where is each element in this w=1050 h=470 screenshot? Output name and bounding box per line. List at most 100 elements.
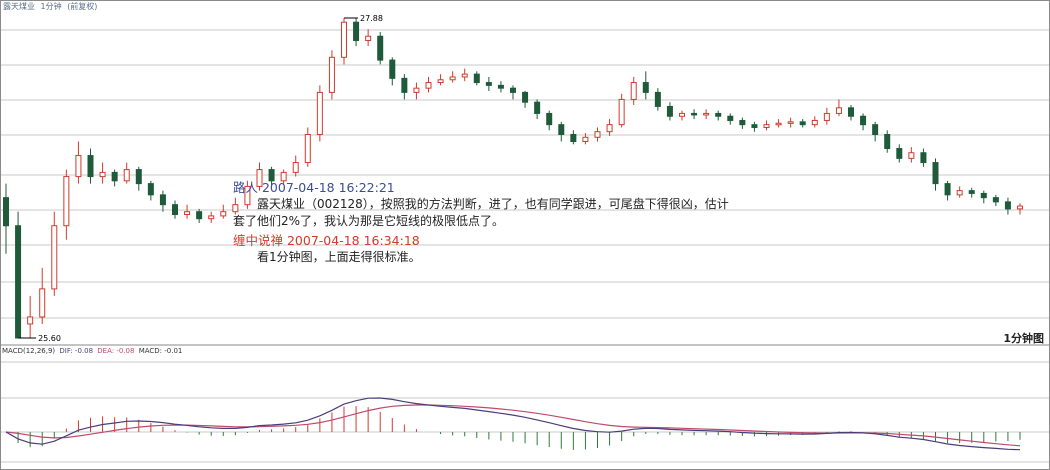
comment-1-text-line-1: 露天煤业（002128），按照我的方法判断，进了，也有同学跟进，可尾盘下得很凶，… [257, 197, 729, 211]
candle [449, 76, 456, 81]
candle [147, 183, 154, 196]
candle [461, 73, 468, 78]
candle [485, 82, 492, 86]
stock-name: 露天煤业 [3, 2, 35, 11]
candle [872, 124, 879, 135]
candle [763, 124, 770, 128]
candle [775, 122, 782, 126]
macd-dea-value: DEA: -0.08 [97, 347, 135, 355]
candle [679, 112, 685, 117]
comment-1-text-line-2: 套了他们2%了，我认为那是它短线的极限低点了。 [233, 214, 505, 228]
candle [751, 124, 758, 128]
dif-line [5, 397, 1021, 451]
low-price-label: 25.60 [38, 334, 61, 343]
candle [944, 183, 951, 196]
candle [510, 87, 516, 93]
candle [992, 197, 999, 203]
candle [437, 79, 444, 84]
candle [473, 73, 480, 84]
candle [1017, 205, 1023, 210]
candle [630, 82, 637, 100]
candle [341, 21, 347, 58]
candle [884, 133, 891, 150]
candle [534, 101, 541, 114]
candle [727, 115, 734, 121]
macd-dif-value: DIF: -0.08 [59, 347, 94, 355]
high-price-label: 27.88 [360, 14, 383, 23]
candle [292, 162, 299, 173]
candle [196, 211, 203, 220]
candle [546, 112, 553, 126]
macd-params: MACD(12,26,9) [2, 347, 56, 355]
candle [594, 131, 601, 138]
comment-2-text-line-1: 看1分钟图，上面走得很标准。 [257, 250, 421, 264]
candle [316, 91, 323, 135]
candle [956, 190, 963, 196]
candle [835, 107, 842, 114]
candle [920, 152, 927, 164]
candle [63, 176, 70, 227]
candle [353, 21, 360, 41]
period-label: 1分钟 [40, 2, 62, 11]
candle [739, 119, 746, 126]
candle [425, 82, 432, 89]
candle [618, 98, 625, 126]
candle [860, 115, 867, 126]
candle [87, 155, 94, 178]
candle [184, 211, 191, 215]
candle [980, 192, 987, 199]
candle [666, 105, 673, 117]
candle [848, 107, 854, 117]
candle [389, 59, 396, 79]
candle [172, 204, 178, 215]
candle [51, 225, 58, 290]
candle [304, 133, 311, 164]
candle [328, 56, 335, 93]
candle [691, 112, 698, 116]
candle [932, 162, 939, 185]
macd-hist-value: MACD: -0.01 [138, 347, 183, 355]
comment-1-user: 路人 2007-04-18 16:22:21 [233, 180, 395, 195]
candle [401, 77, 408, 93]
candle [823, 112, 830, 121]
candle [27, 316, 34, 325]
candle [75, 155, 82, 178]
candle [799, 121, 806, 126]
candle [582, 136, 589, 143]
candle [642, 82, 649, 93]
chart-corner-label: 1分钟图 [1003, 332, 1044, 345]
candle [908, 152, 915, 159]
candle [715, 112, 722, 117]
candle [377, 35, 384, 61]
candle [208, 215, 215, 220]
adjust-label: (前复权) [67, 2, 98, 11]
candle [522, 91, 529, 103]
candle [896, 148, 903, 159]
candle [365, 35, 372, 41]
comment-2-user: 缠中说禅 2007-04-18 16:34:18 [233, 233, 420, 248]
candle [654, 91, 661, 107]
candle [268, 169, 275, 182]
candle [39, 288, 46, 318]
candle [99, 171, 106, 178]
candle [232, 204, 239, 213]
candle [15, 225, 22, 339]
macd-title: MACD(12,26,9) DIF: -0.08 DEA: -0.08 MACD… [2, 347, 184, 355]
candle [135, 169, 142, 185]
candle [968, 190, 975, 194]
candle [787, 121, 794, 124]
candle [606, 124, 613, 133]
candle [280, 171, 287, 182]
candle [3, 197, 9, 227]
price-chart-title: 露天煤业 1分钟 (前复权) [3, 1, 100, 12]
candle [703, 112, 710, 116]
candle [413, 87, 420, 93]
candle [811, 119, 818, 126]
candle [256, 169, 263, 187]
candle [220, 211, 227, 217]
candle [1004, 201, 1011, 210]
candle [159, 194, 166, 206]
candle [111, 171, 118, 182]
candle [244, 185, 251, 206]
